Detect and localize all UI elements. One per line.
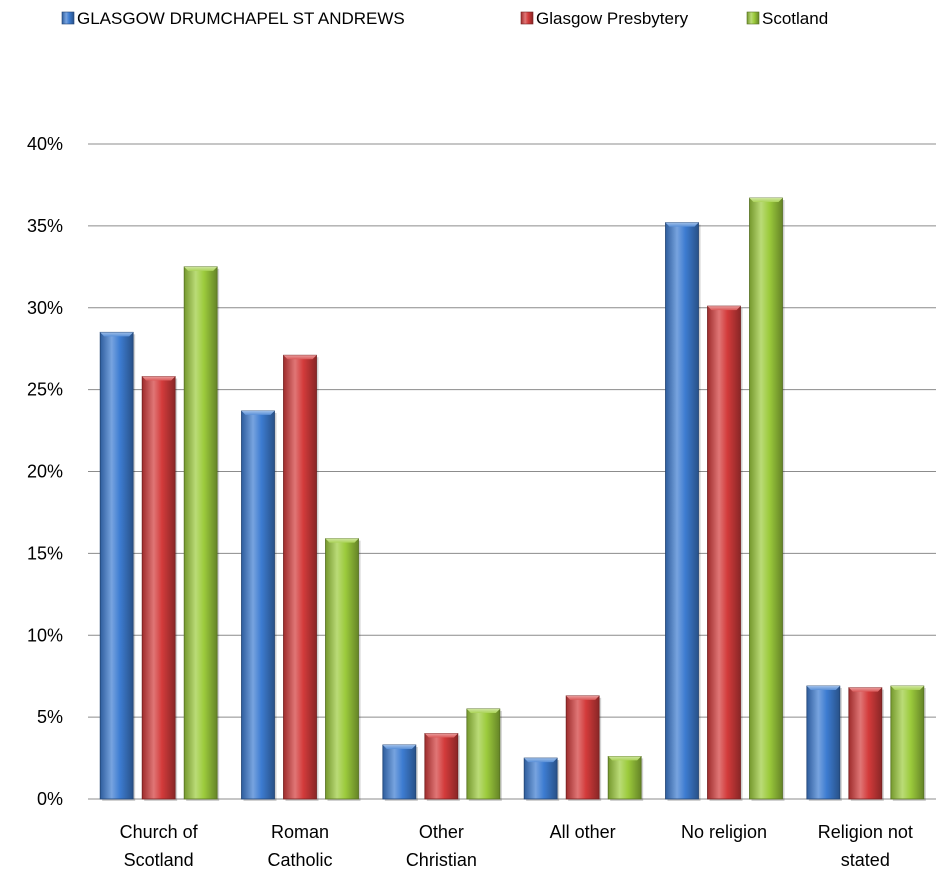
bar — [890, 685, 926, 801]
x-axis: Church of Scotland Roman Catholic Other Chris… — [120, 822, 913, 870]
bar — [241, 410, 277, 801]
x-tick-label: Roman Catholic — [267, 822, 332, 870]
legend-item: GLASGOW DRUMCHAPEL ST ANDREWS — [61, 9, 405, 28]
legend-label: Scotland — [762, 9, 828, 28]
y-tick-label: 30% — [27, 298, 63, 318]
legend-swatch — [61, 11, 75, 25]
bar — [665, 222, 701, 802]
bar — [183, 266, 220, 801]
bar — [806, 685, 842, 801]
x-tick-label: Religion not stated — [818, 822, 913, 870]
x-tick-label: Other Christian — [406, 822, 477, 870]
y-tick-label: 20% — [27, 462, 63, 482]
bar — [99, 331, 136, 801]
x-tick-label: No religion — [681, 822, 767, 842]
y-tick-label: 40% — [27, 134, 63, 154]
y-tick-label: 35% — [27, 216, 63, 236]
bar — [848, 687, 884, 801]
x-tick-label: All other — [550, 822, 616, 842]
gridlines — [88, 143, 936, 800]
legend-label: GLASGOW DRUMCHAPEL ST ANDREWS — [77, 9, 405, 28]
y-tick-label: 5% — [37, 707, 63, 727]
bar — [466, 708, 502, 801]
bar — [523, 757, 560, 801]
y-axis: 0% 5% 10% 15% 20% 25% 30% 35% 40% — [27, 134, 63, 809]
bar — [424, 733, 460, 801]
y-tick-label: 15% — [27, 543, 63, 563]
bar — [565, 695, 602, 801]
legend-swatch — [520, 11, 534, 25]
bars — [99, 197, 926, 802]
bar — [749, 197, 785, 802]
bar — [707, 305, 743, 801]
y-tick-label: 25% — [27, 380, 63, 400]
y-tick-label: 10% — [27, 625, 63, 645]
bar — [283, 354, 319, 801]
bar — [325, 538, 361, 801]
bar — [382, 744, 418, 801]
legend-label: Glasgow Presbytery — [536, 9, 689, 28]
legend-swatch — [746, 11, 760, 25]
legend: GLASGOW DRUMCHAPEL ST ANDREWS Glasgow Pre… — [61, 9, 828, 28]
bar — [607, 756, 644, 801]
legend-item: Glasgow Presbytery — [520, 9, 689, 28]
bar — [141, 376, 178, 801]
legend-item: Scotland — [746, 9, 828, 28]
x-tick-label: Church of Scotland — [120, 822, 199, 870]
y-tick-label: 0% — [37, 789, 63, 809]
